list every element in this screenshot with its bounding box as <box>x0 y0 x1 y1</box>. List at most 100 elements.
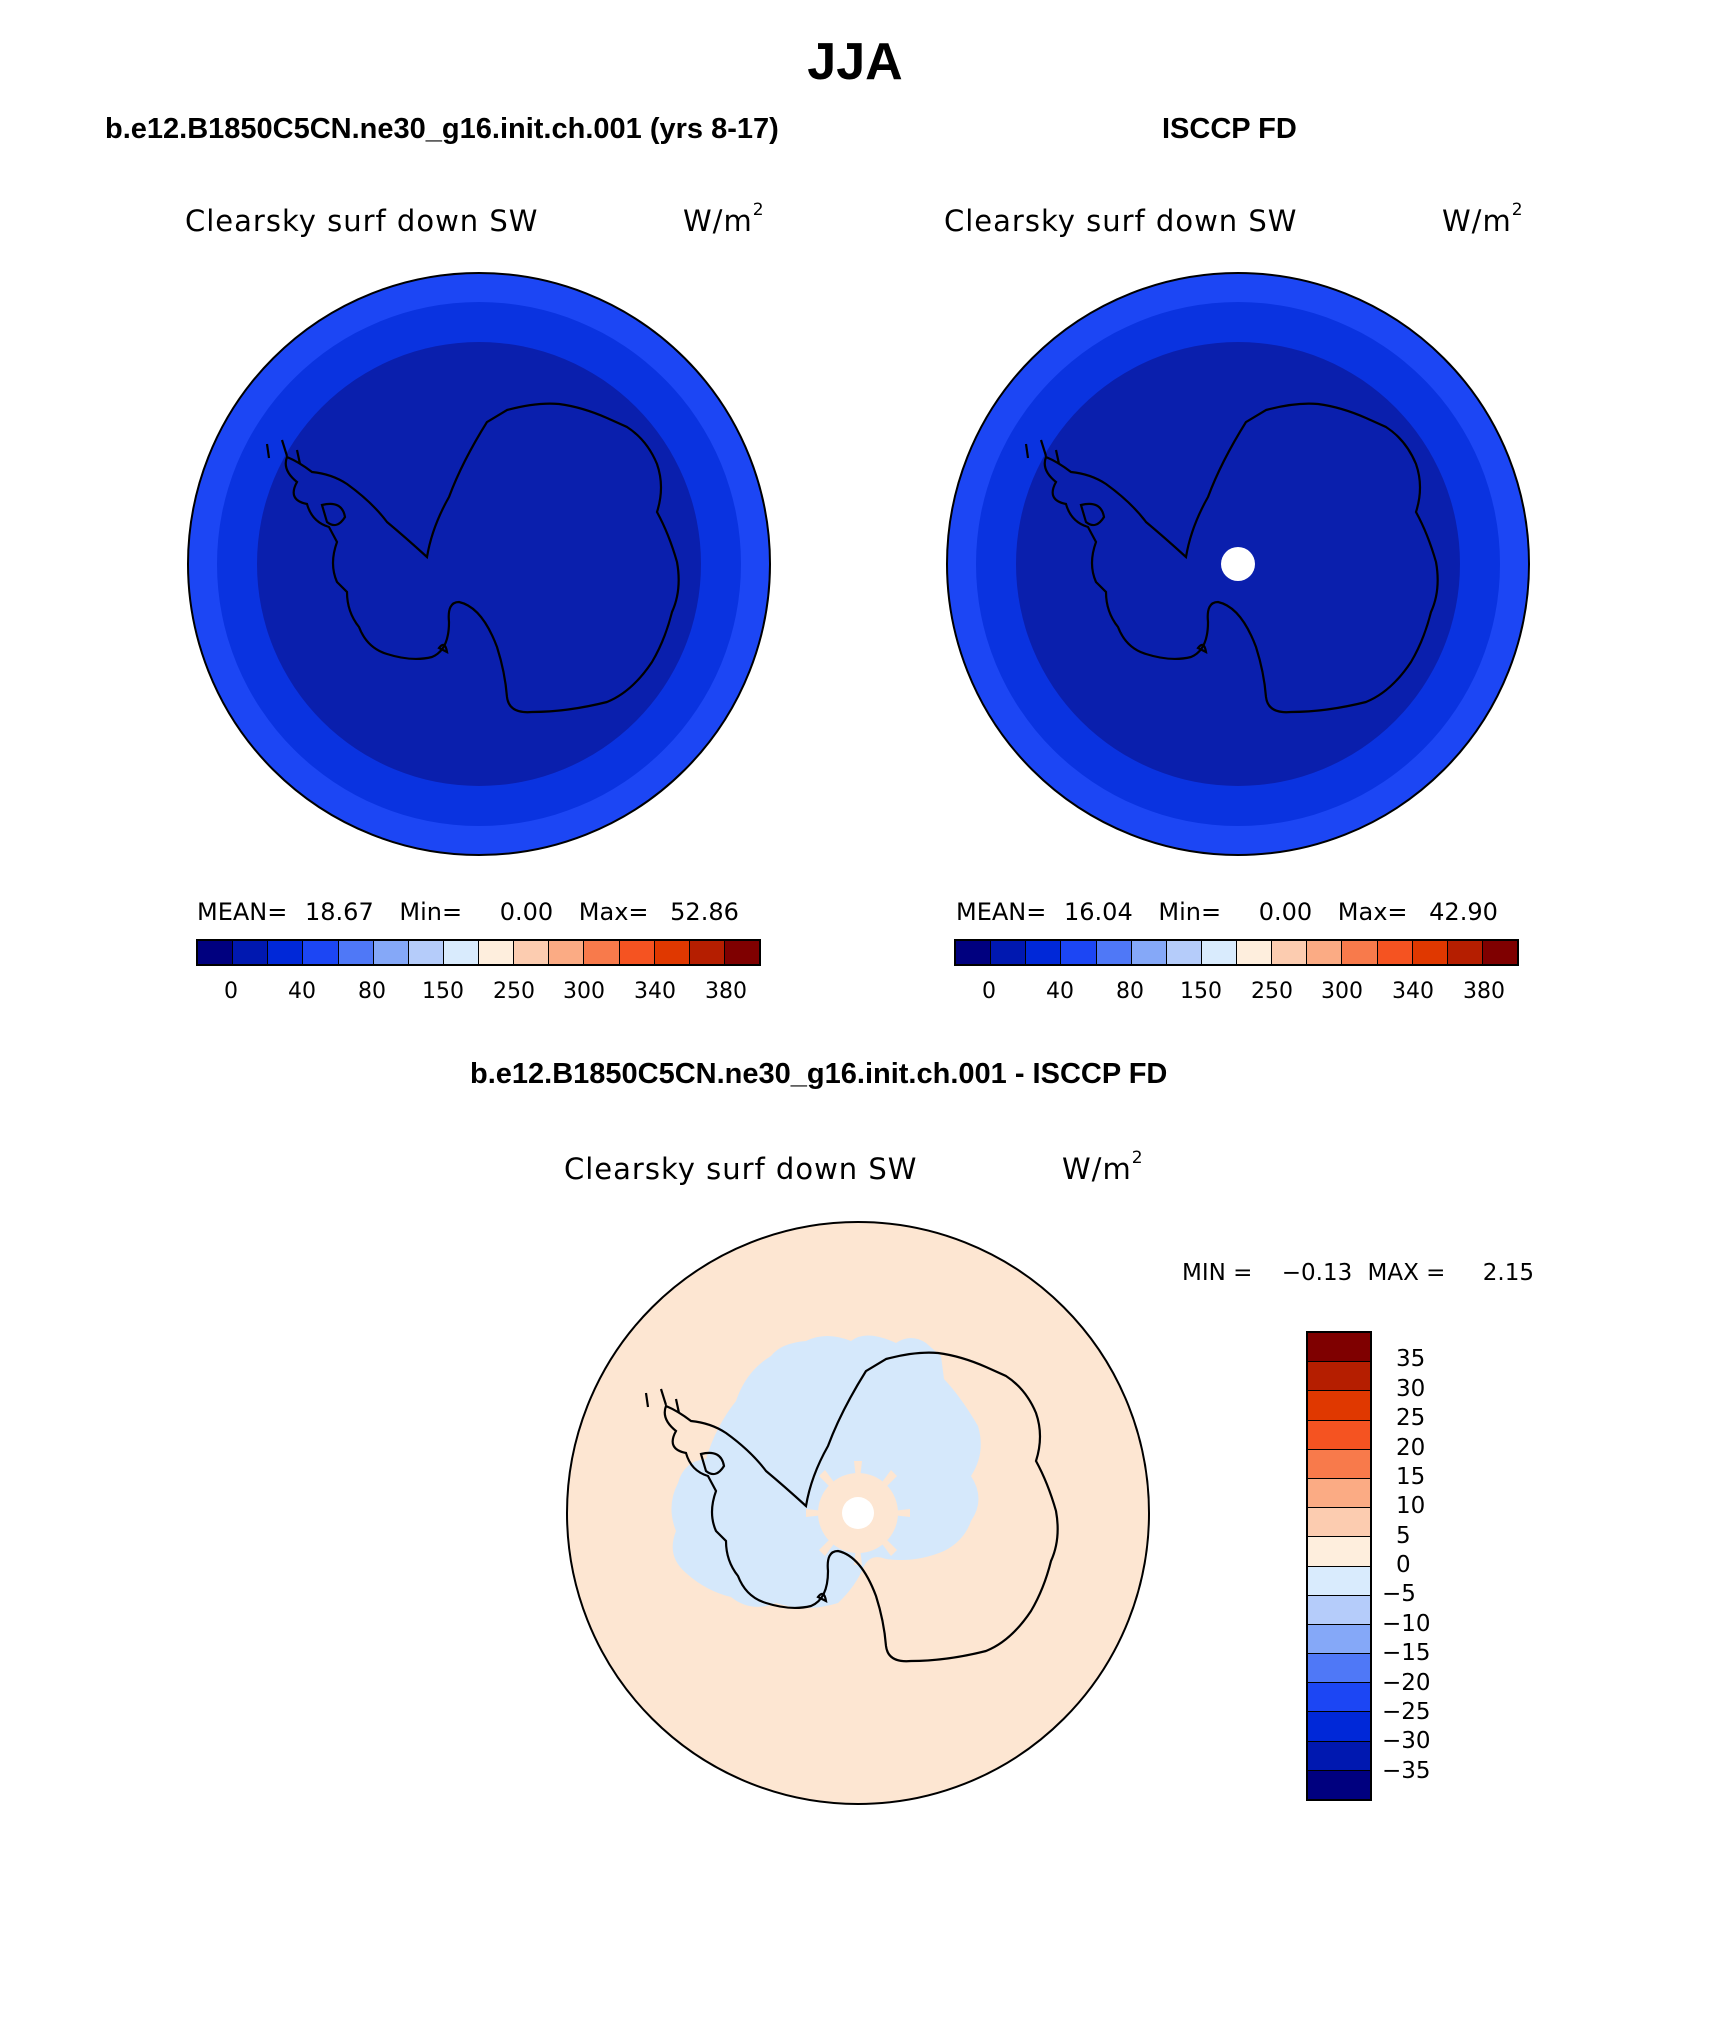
model-colorbar-swatch <box>724 941 759 964</box>
diff-colorbar-swatch <box>1308 1741 1370 1771</box>
model-colorbar-swatch <box>619 941 655 964</box>
obs-mean-value: 16.04 <box>1064 898 1133 926</box>
model-colorbar-swatch <box>549 941 585 964</box>
model-colorbar-swatch <box>408 941 444 964</box>
model-min-label: Min= <box>399 898 463 926</box>
obs-colorbar-swatch <box>1166 941 1202 964</box>
diff-colorbar-tick: 25 <box>1396 1405 1426 1432</box>
obs-units-label: W/m2 <box>1442 200 1524 238</box>
obs-colorbar-swatch <box>1272 941 1308 964</box>
model-mean-label: MEAN= <box>197 898 288 926</box>
diff-colorbar-tick: −35 <box>1382 1757 1431 1784</box>
diff-colorbar-tick: 35 <box>1396 1346 1426 1373</box>
obs-tick-1: 40 <box>1046 979 1074 1004</box>
obs-colorbar-swatch <box>1342 941 1378 964</box>
obs-colorbar-swatch <box>1201 941 1237 964</box>
model-tick-5: 300 <box>563 979 605 1004</box>
diff-minmax: MIN = −0.13 MAX = 2.15 <box>1182 1260 1534 1286</box>
obs-colorbar-swatch <box>1307 941 1343 964</box>
diff-colorbar-swatch <box>1308 1508 1370 1538</box>
diff-colorbar-ticks: 35 30 25 20 15 10 5 0 −5 −10 −15 −20 −25 −30 −35 <box>1382 1331 1462 1801</box>
obs-polar-map <box>946 272 1530 856</box>
obs-map-fill <box>947 273 1529 855</box>
obs-mean-label: MEAN= <box>956 898 1047 926</box>
obs-colorbar-swatch <box>1482 941 1517 964</box>
diff-colorbar-swatch <box>1308 1566 1370 1596</box>
model-polar-map <box>187 272 771 856</box>
obs-max-value: 42.90 <box>1429 898 1498 926</box>
obs-tick-5: 300 <box>1321 979 1363 1004</box>
model-stats: MEAN= 18.67 Min= 0.00 Max= 52.86 <box>197 898 739 926</box>
obs-colorbar-swatch <box>1377 941 1413 964</box>
diff-colorbar-swatch <box>1308 1537 1370 1567</box>
model-max-label: Max= <box>578 898 649 926</box>
model-colorbar-ticks: 0 40 80 150 250 300 340 380 <box>196 979 761 1009</box>
diff-colorbar-tick: 15 <box>1396 1463 1426 1490</box>
diff-colorbar-swatch <box>1308 1333 1370 1363</box>
diff-colorbar-tick: 5 <box>1396 1522 1411 1549</box>
diff-colorbar-swatch <box>1308 1478 1370 1509</box>
model-colorbar-swatch <box>268 941 304 964</box>
obs-colorbar-swatch <box>956 941 992 964</box>
obs-map-border <box>946 272 1530 856</box>
model-colorbar-swatch <box>443 941 479 964</box>
model-colorbar-swatch <box>514 941 550 964</box>
model-max-value: 52.86 <box>670 898 739 926</box>
model-units-label: W/m2 <box>683 200 765 238</box>
diff-polar-map <box>566 1221 1150 1805</box>
model-map-fill <box>188 273 770 855</box>
model-colorbar-swatch <box>198 941 234 964</box>
diff-colorbar-swatch <box>1308 1770 1370 1799</box>
diff-colorbar <box>1306 1331 1372 1801</box>
model-colorbar-swatch <box>233 941 269 964</box>
obs-tick-0: 0 <box>982 979 996 1004</box>
model-variable-label: Clearsky surf down SW <box>185 204 539 238</box>
diff-colorbar-tick: −30 <box>1382 1728 1431 1755</box>
diff-colorbar-tick: 30 <box>1396 1375 1426 1402</box>
model-map-border <box>187 272 771 856</box>
obs-panel-title: ISCCP FD <box>1162 113 1297 145</box>
obs-colorbar-swatch <box>1096 941 1132 964</box>
model-tick-4: 250 <box>493 979 535 1004</box>
obs-colorbar-swatch <box>1412 941 1448 964</box>
diff-colorbar-tick: 0 <box>1396 1552 1411 1578</box>
obs-tick-4: 250 <box>1251 979 1293 1004</box>
diff-min-label: MIN = <box>1182 1260 1253 1286</box>
diff-colorbar-swatch <box>1308 1683 1370 1713</box>
figure-title: JJA <box>807 33 903 91</box>
diff-colorbar-swatch <box>1308 1449 1370 1479</box>
model-coastline <box>265 402 680 714</box>
model-mean-value: 18.67 <box>305 898 374 926</box>
diff-missing-pole <box>842 1497 874 1529</box>
diff-colorbar-tick: −20 <box>1382 1669 1431 1696</box>
model-colorbar-swatch <box>654 941 690 964</box>
model-colorbar <box>196 939 761 966</box>
model-tick-3: 150 <box>422 979 464 1004</box>
diff-colorbar-swatch <box>1308 1362 1370 1392</box>
model-tick-2: 80 <box>358 979 386 1004</box>
model-colorbar-swatch <box>373 941 409 964</box>
obs-colorbar-swatch <box>1131 941 1167 964</box>
model-colorbar-swatch <box>689 941 725 964</box>
obs-colorbar-swatch <box>1061 941 1097 964</box>
model-min-value: 0.00 <box>499 898 554 926</box>
diff-coastline <box>644 1351 1059 1663</box>
model-panel-title: b.e12.B1850C5CN.ne30_g16.init.ch.001 (yr… <box>105 113 779 145</box>
obs-min-label: Min= <box>1158 898 1222 926</box>
diff-colorbar-swatch <box>1308 1654 1370 1684</box>
obs-colorbar <box>954 939 1519 966</box>
model-tick-0: 0 <box>224 979 238 1004</box>
model-colorbar-swatch <box>303 941 339 964</box>
diff-colorbar-swatch <box>1308 1624 1370 1655</box>
obs-colorbar-swatch <box>1237 941 1273 964</box>
diff-colorbar-tick: −25 <box>1382 1698 1431 1725</box>
diff-colorbar-swatch <box>1308 1595 1370 1625</box>
obs-colorbar-swatch <box>991 941 1027 964</box>
diff-colorbar-swatch <box>1308 1712 1370 1742</box>
obs-variable-label: Clearsky surf down SW <box>944 204 1298 238</box>
diff-variable-label: Clearsky surf down SW <box>564 1152 918 1186</box>
diff-colorbar-tick: −10 <box>1382 1610 1431 1637</box>
model-colorbar-swatch <box>479 941 515 964</box>
obs-colorbar-ticks: 0 40 80 150 250 300 340 380 <box>954 979 1519 1009</box>
diff-colorbar-tick: −5 <box>1382 1581 1416 1608</box>
